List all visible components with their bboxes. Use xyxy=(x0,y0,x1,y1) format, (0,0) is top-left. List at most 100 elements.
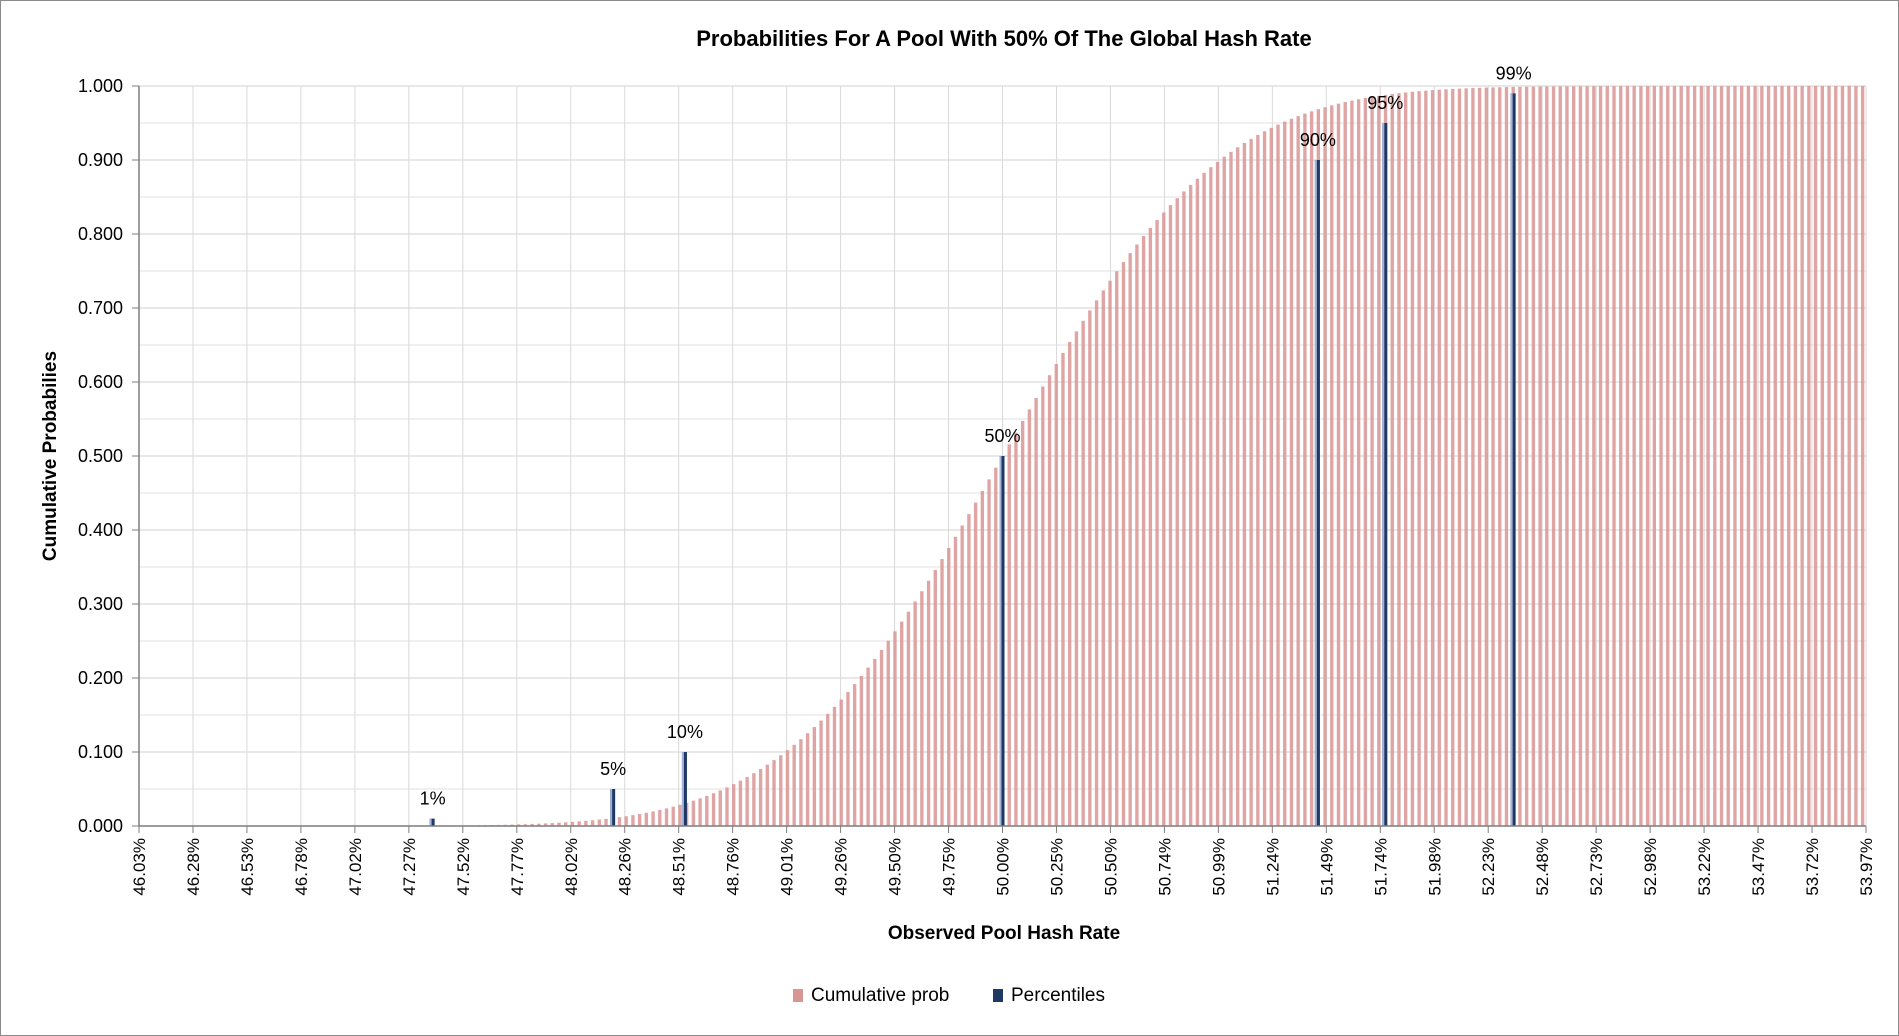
y-tick-label: 0.500 xyxy=(78,446,123,466)
cumulative-bar xyxy=(1854,86,1858,826)
cumulative-bar xyxy=(900,621,904,826)
percentile-label: 95% xyxy=(1367,93,1403,113)
x-tick-label: 46.28% xyxy=(184,838,203,896)
cumulative-bar xyxy=(913,601,917,826)
cumulative-bar xyxy=(516,824,521,826)
cumulative-bar xyxy=(1766,86,1771,826)
cumulative-bar xyxy=(671,806,675,826)
cumulative-bar xyxy=(550,823,554,826)
cumulative-bar xyxy=(705,795,709,826)
cumulative-bar xyxy=(1820,86,1824,826)
cumulative-bar xyxy=(967,514,971,826)
cumulative-bar xyxy=(1417,91,1421,826)
percentile-label: 5% xyxy=(600,759,626,779)
cumulative-bar xyxy=(1020,421,1025,826)
cumulative-bar xyxy=(933,569,937,826)
percentile-bar xyxy=(429,818,435,826)
legend-label-percentiles: Percentiles xyxy=(1011,985,1105,1006)
cumulative-bar xyxy=(1444,89,1448,826)
cumulative-bar xyxy=(1585,86,1589,826)
cumulative-bar xyxy=(758,769,763,826)
cumulative-bar xyxy=(1182,191,1186,826)
cumulative-bar xyxy=(1598,86,1603,826)
x-tick-label: 52.73% xyxy=(1587,838,1606,896)
percentile-bar-highlight xyxy=(1510,93,1513,826)
cumulative-bar xyxy=(960,525,964,826)
y-tick-label: 0.100 xyxy=(78,742,123,762)
x-tick-label: 50.00% xyxy=(994,838,1013,896)
cumulative-bar xyxy=(1074,331,1079,826)
cumulative-bar xyxy=(819,720,823,826)
cumulative-bar xyxy=(940,559,944,826)
cumulative-bar xyxy=(832,706,837,826)
cumulative-bar xyxy=(1659,86,1663,827)
cumulative-bar xyxy=(1222,156,1226,827)
cumulative-bar xyxy=(973,502,978,826)
percentile-bar-highlight xyxy=(681,752,684,826)
y-tick-label: 1.000 xyxy=(78,76,123,96)
cumulative-bar xyxy=(1027,409,1032,826)
percentile-label: 50% xyxy=(984,426,1020,446)
cumulative-bar xyxy=(1175,198,1179,826)
x-tick-label: 46.03% xyxy=(130,838,149,896)
x-tick-label: 53.97% xyxy=(1857,838,1876,896)
cumulative-bar xyxy=(893,631,897,826)
cumulative-bar xyxy=(1572,86,1576,826)
cumulative-bar xyxy=(785,750,790,826)
x-tick-label: 49.50% xyxy=(886,838,905,896)
cumulative-bar xyxy=(839,699,843,826)
cumulative-bar xyxy=(980,491,985,826)
x-tick-label: 48.02% xyxy=(562,838,581,896)
cumulative-bar xyxy=(752,773,756,826)
x-tick-label: 46.53% xyxy=(238,838,257,896)
cumulative-bar xyxy=(1619,86,1623,827)
cumulative-bar xyxy=(1773,86,1777,826)
y-tick-label: 0.800 xyxy=(78,224,123,244)
x-tick-label: 51.98% xyxy=(1425,838,1444,896)
cumulative-bar xyxy=(1262,131,1267,827)
cumulative-bar xyxy=(1498,87,1502,826)
cumulative-bar xyxy=(859,675,864,826)
cumulative-bar xyxy=(1094,300,1099,826)
cumulative-bar xyxy=(1726,86,1730,826)
percentile-bar-highlight xyxy=(1314,160,1317,826)
cumulative-bar xyxy=(1162,212,1166,827)
cumulative-bar xyxy=(1276,124,1280,827)
y-tick-label: 0.600 xyxy=(78,372,123,392)
cumulative-bar xyxy=(1740,86,1744,826)
cumulative-bar xyxy=(1840,86,1845,826)
cumulative-bar xyxy=(779,755,783,826)
cumulative-bar xyxy=(1484,87,1489,827)
cumulative-bar xyxy=(1088,310,1092,826)
cumulative-bar xyxy=(1807,86,1811,826)
cumulative-bar xyxy=(1249,138,1253,826)
cumulative-bar xyxy=(1793,86,1798,826)
cumulative-bar xyxy=(1847,86,1851,826)
cumulative-bar xyxy=(1404,92,1408,827)
percentile-bar-highlight xyxy=(610,789,613,826)
x-tick-label: 48.51% xyxy=(670,838,689,896)
y-tick-label: 0.200 xyxy=(78,668,123,688)
cumulative-bar xyxy=(1719,86,1724,826)
cumulative-bar xyxy=(1377,95,1381,826)
y-tick-label: 0.700 xyxy=(78,298,123,318)
cumulative-bar xyxy=(1612,86,1616,827)
y-tick-label: 0.300 xyxy=(78,594,123,614)
cumulative-bar xyxy=(906,611,911,826)
cumulative-bar xyxy=(1303,113,1307,826)
x-tick-label: 51.49% xyxy=(1317,838,1336,896)
cumulative-bar xyxy=(1128,253,1132,826)
cumulative-bar xyxy=(644,812,649,826)
cumulative-bar xyxy=(1692,86,1697,826)
cumulative-bar xyxy=(617,817,622,826)
cumulative-bar xyxy=(1229,151,1233,826)
percentile-bar xyxy=(610,789,616,826)
cumulative-bar xyxy=(597,819,601,826)
x-tick-label: 49.26% xyxy=(832,838,851,896)
cumulative-bar xyxy=(1363,98,1368,826)
cumulative-bar xyxy=(1713,86,1717,826)
cumulative-bar xyxy=(1054,364,1058,826)
cumulative-bar xyxy=(1746,86,1751,826)
cumulative-bar xyxy=(1242,142,1247,826)
